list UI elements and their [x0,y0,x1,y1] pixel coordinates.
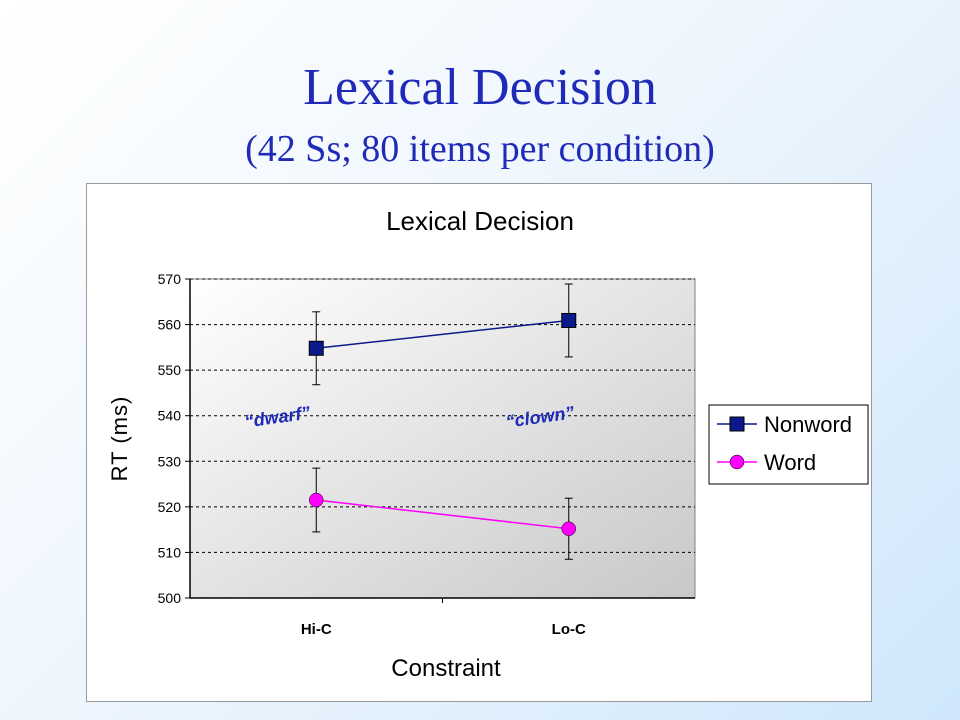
chart-title: Lexical Decision [386,206,574,236]
chart: Lexical Decision 500 510 520 530 540 550 560 57… [107,206,869,682]
slide-title: Lexical Decision [303,59,657,116]
y-tick-label: 530 [158,453,182,469]
slide-subtitle: (42 Ss; 80 items per condition) [245,128,715,170]
y-tick-label: 570 [158,271,182,287]
y-tick-label: 500 [158,590,182,606]
legend-label: Word [764,450,816,475]
y-axis-label: RT (ms) [107,396,132,482]
y-tick-label: 550 [158,362,182,378]
x-tick-label: Hi-C [301,621,332,638]
legend: Nonword Word [708,404,869,485]
y-tick-label: 560 [158,317,182,333]
legend-label: Nonword [764,412,852,437]
chart-frame: Lexical Decision 500 510 520 530 540 550 560 57… [86,183,872,702]
data-point [309,492,324,508]
data-point [561,312,577,328]
x-axis-label: Constraint [391,655,501,682]
legend-marker [729,416,745,432]
series-line [316,319,569,350]
y-tick-label: 540 [158,408,182,424]
data-point [561,521,576,536]
series-nonword [308,283,577,386]
data-point [308,340,324,356]
y-tick-label: 510 [158,544,182,560]
plot-area [189,278,696,599]
legend-marker [729,454,745,470]
x-tick-label: Lo-C [552,621,586,638]
series-line [316,499,569,530]
series-word [309,467,576,560]
y-tick-label: 520 [158,499,182,515]
